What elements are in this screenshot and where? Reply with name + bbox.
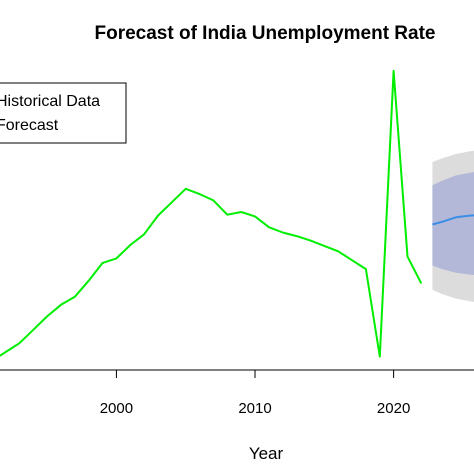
forecast-series-line <box>432 214 474 226</box>
legend-entry-forecast: Forecast <box>0 117 59 134</box>
chart-title: Forecast of India Unemployment Rate <box>94 23 435 44</box>
forecast-band-80-area <box>432 172 474 276</box>
x-axis-ticks: 2000 2010 2020 <box>100 370 410 417</box>
forecast-bands <box>432 150 474 302</box>
legend-entry-historical: Historical Data <box>0 93 100 110</box>
plot-area <box>0 69 474 358</box>
legend-box <box>0 82 127 144</box>
x-tick-label: 2020 <box>377 400 410 417</box>
historical-series-line <box>0 69 423 358</box>
x-axis-label: Year <box>249 444 284 463</box>
legend: Historical Data Forecast <box>0 82 127 144</box>
series-lines <box>0 69 474 358</box>
x-tick-label: 2000 <box>100 400 133 417</box>
x-tick-label: 2010 <box>238 400 271 417</box>
